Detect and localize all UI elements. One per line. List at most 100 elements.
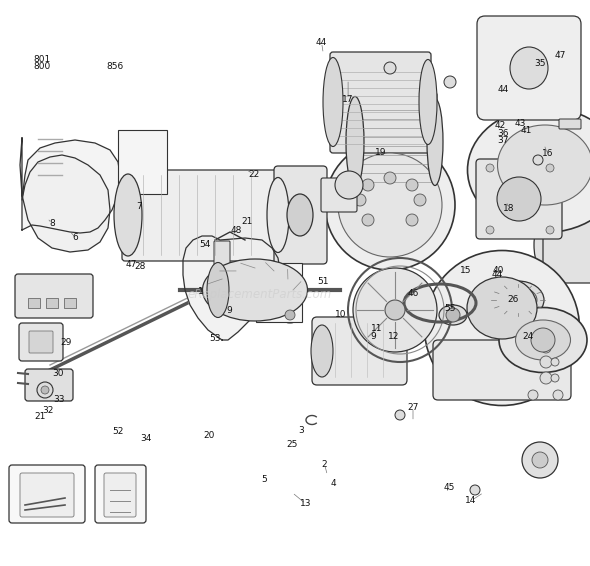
Text: 22: 22	[248, 170, 260, 179]
Circle shape	[541, 343, 551, 353]
Text: 3: 3	[298, 426, 304, 435]
Text: 2: 2	[322, 460, 327, 469]
Circle shape	[444, 76, 456, 88]
Circle shape	[354, 194, 366, 206]
Ellipse shape	[419, 59, 437, 144]
Text: 27: 27	[407, 403, 419, 412]
Text: 4: 4	[330, 479, 336, 488]
Text: 51: 51	[317, 277, 329, 286]
Circle shape	[406, 214, 418, 226]
Text: 9: 9	[226, 306, 232, 315]
Text: 11: 11	[371, 324, 382, 333]
Text: 46: 46	[407, 289, 419, 298]
FancyBboxPatch shape	[559, 119, 581, 129]
Polygon shape	[20, 138, 110, 252]
FancyBboxPatch shape	[330, 52, 431, 153]
Text: 55: 55	[444, 304, 455, 313]
Text: 12: 12	[388, 332, 400, 341]
Text: 44: 44	[316, 38, 327, 47]
Text: 20: 20	[204, 431, 215, 440]
Text: eReplacementParts.com: eReplacementParts.com	[188, 288, 332, 301]
Circle shape	[532, 452, 548, 468]
Text: 21: 21	[241, 217, 253, 226]
Circle shape	[384, 172, 396, 184]
Text: 53: 53	[209, 334, 221, 343]
FancyBboxPatch shape	[274, 166, 327, 264]
Circle shape	[362, 179, 374, 191]
Circle shape	[362, 214, 374, 226]
Text: 19: 19	[375, 148, 387, 157]
Circle shape	[406, 179, 418, 191]
Text: 6: 6	[73, 233, 78, 242]
Text: 801: 801	[34, 55, 51, 64]
FancyBboxPatch shape	[19, 323, 63, 361]
Ellipse shape	[467, 277, 537, 339]
Polygon shape	[183, 236, 280, 340]
Ellipse shape	[114, 174, 142, 256]
Text: 34: 34	[140, 434, 152, 443]
Circle shape	[486, 164, 494, 172]
Text: 30: 30	[52, 369, 64, 378]
Text: 26: 26	[507, 295, 519, 305]
Ellipse shape	[202, 259, 307, 321]
Circle shape	[285, 310, 295, 320]
Text: 14: 14	[465, 496, 477, 505]
Text: 16: 16	[542, 149, 553, 158]
Circle shape	[551, 358, 559, 366]
Ellipse shape	[467, 108, 590, 233]
Circle shape	[41, 386, 49, 394]
Text: 10: 10	[335, 310, 347, 319]
Circle shape	[486, 226, 494, 234]
Text: 32: 32	[42, 406, 54, 415]
FancyBboxPatch shape	[104, 473, 136, 517]
Polygon shape	[22, 140, 120, 233]
Circle shape	[551, 374, 559, 382]
Ellipse shape	[323, 58, 343, 147]
Text: 47: 47	[555, 51, 566, 60]
Text: 28: 28	[135, 261, 146, 271]
Circle shape	[385, 300, 405, 320]
Ellipse shape	[497, 125, 590, 205]
Text: 5: 5	[261, 475, 267, 484]
FancyBboxPatch shape	[214, 241, 230, 281]
Ellipse shape	[267, 178, 289, 252]
Text: 15: 15	[460, 266, 472, 275]
Text: 44: 44	[497, 85, 509, 94]
Circle shape	[325, 140, 455, 270]
Ellipse shape	[534, 215, 562, 275]
FancyBboxPatch shape	[312, 317, 407, 385]
Text: 24: 24	[522, 332, 534, 341]
FancyBboxPatch shape	[477, 16, 581, 120]
Bar	[64, 298, 76, 308]
Circle shape	[414, 194, 426, 206]
Ellipse shape	[287, 194, 313, 236]
Ellipse shape	[207, 263, 229, 318]
Circle shape	[531, 328, 555, 352]
FancyBboxPatch shape	[9, 465, 85, 523]
Circle shape	[353, 268, 437, 352]
Ellipse shape	[427, 98, 443, 186]
Text: 47: 47	[125, 260, 137, 269]
Text: 29: 29	[60, 338, 72, 347]
FancyBboxPatch shape	[433, 340, 571, 400]
Circle shape	[540, 356, 552, 368]
FancyBboxPatch shape	[95, 465, 146, 523]
Text: 17: 17	[342, 95, 354, 104]
Circle shape	[395, 410, 405, 420]
FancyBboxPatch shape	[29, 331, 53, 353]
Text: 856: 856	[106, 62, 124, 71]
Text: 7: 7	[136, 202, 142, 211]
FancyBboxPatch shape	[353, 93, 437, 192]
Circle shape	[553, 390, 563, 400]
Circle shape	[37, 382, 53, 398]
Text: 37: 37	[497, 136, 509, 145]
FancyBboxPatch shape	[15, 274, 93, 318]
Ellipse shape	[424, 251, 579, 405]
Text: 40: 40	[493, 266, 504, 275]
Text: 54: 54	[199, 240, 211, 249]
Circle shape	[522, 442, 558, 478]
Circle shape	[497, 177, 541, 221]
FancyBboxPatch shape	[122, 170, 283, 261]
Ellipse shape	[311, 325, 333, 377]
Text: 42: 42	[494, 121, 506, 130]
